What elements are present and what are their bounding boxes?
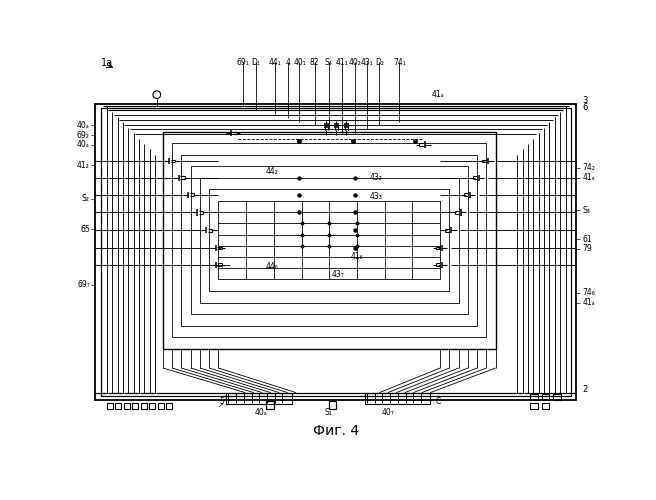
Text: 40₇: 40₇ xyxy=(381,408,394,417)
Text: 41₂: 41₂ xyxy=(77,161,90,170)
Text: 74₆: 74₆ xyxy=(583,288,596,297)
Bar xyxy=(530,402,538,409)
Text: 1a: 1a xyxy=(100,58,113,68)
Text: 41₁: 41₁ xyxy=(336,58,349,67)
Text: 65: 65 xyxy=(80,225,90,234)
Bar xyxy=(157,402,164,409)
Text: S₂: S₂ xyxy=(82,194,90,203)
Text: 43₇: 43₇ xyxy=(331,270,344,278)
Bar xyxy=(329,401,336,409)
Bar xyxy=(132,402,138,409)
Text: 44₆: 44₆ xyxy=(266,262,279,271)
Text: 40₁: 40₁ xyxy=(294,58,306,67)
Text: 6: 6 xyxy=(583,103,588,112)
Bar xyxy=(218,201,440,280)
Bar xyxy=(530,394,538,400)
Text: S₁: S₁ xyxy=(325,408,333,417)
Bar xyxy=(266,401,274,409)
Text: S₄: S₄ xyxy=(325,58,333,67)
Bar xyxy=(182,154,477,326)
Text: 40ₐ: 40ₐ xyxy=(255,408,267,417)
Text: 74₂: 74₂ xyxy=(583,164,596,172)
Bar xyxy=(542,402,550,409)
Bar xyxy=(163,132,495,349)
Text: ↗: ↗ xyxy=(218,402,224,408)
Bar xyxy=(172,143,486,337)
Text: 5: 5 xyxy=(219,396,224,406)
Bar xyxy=(191,166,468,314)
Text: 41ₐ: 41ₐ xyxy=(583,298,595,307)
Text: C: C xyxy=(435,396,440,406)
Bar xyxy=(554,394,561,400)
Text: 69₁: 69₁ xyxy=(237,58,249,67)
Text: 43₁: 43₁ xyxy=(361,58,373,67)
Bar xyxy=(95,104,577,401)
Text: 4: 4 xyxy=(285,58,290,67)
Text: 43₃: 43₃ xyxy=(370,192,382,201)
Text: 41₆: 41₆ xyxy=(350,252,363,261)
Text: Фиг. 4: Фиг. 4 xyxy=(313,424,359,438)
Text: 40₂: 40₂ xyxy=(348,58,361,67)
Text: D₁: D₁ xyxy=(252,58,260,67)
Text: D₂: D₂ xyxy=(376,58,384,67)
Bar xyxy=(365,392,430,404)
Bar xyxy=(542,394,550,400)
Text: 2: 2 xyxy=(583,385,588,394)
Bar xyxy=(149,402,155,409)
Text: 61: 61 xyxy=(583,235,592,244)
Text: 69₇: 69₇ xyxy=(77,280,90,289)
Bar xyxy=(200,178,459,302)
Text: 41ₐ: 41ₐ xyxy=(432,90,444,99)
Bar xyxy=(115,402,121,409)
Text: 79: 79 xyxy=(583,244,592,253)
Bar xyxy=(209,190,449,291)
Text: 44₂: 44₂ xyxy=(266,167,279,176)
Text: 43₂: 43₂ xyxy=(370,172,382,182)
Text: 3: 3 xyxy=(583,96,588,104)
Text: S₃: S₃ xyxy=(583,206,590,214)
Bar xyxy=(140,402,147,409)
Text: 40ₐ: 40ₐ xyxy=(77,140,90,149)
Text: 40ₐ: 40ₐ xyxy=(77,121,90,130)
Text: 44₁: 44₁ xyxy=(269,58,281,67)
Text: 41ₐ: 41ₐ xyxy=(583,174,595,182)
Bar xyxy=(166,402,172,409)
Text: 74₁: 74₁ xyxy=(393,58,405,67)
Text: 69₂: 69₂ xyxy=(77,131,90,140)
Bar xyxy=(226,392,291,404)
Bar xyxy=(124,402,130,409)
Bar xyxy=(100,108,571,397)
Text: 82: 82 xyxy=(310,58,319,67)
Bar xyxy=(107,402,113,409)
